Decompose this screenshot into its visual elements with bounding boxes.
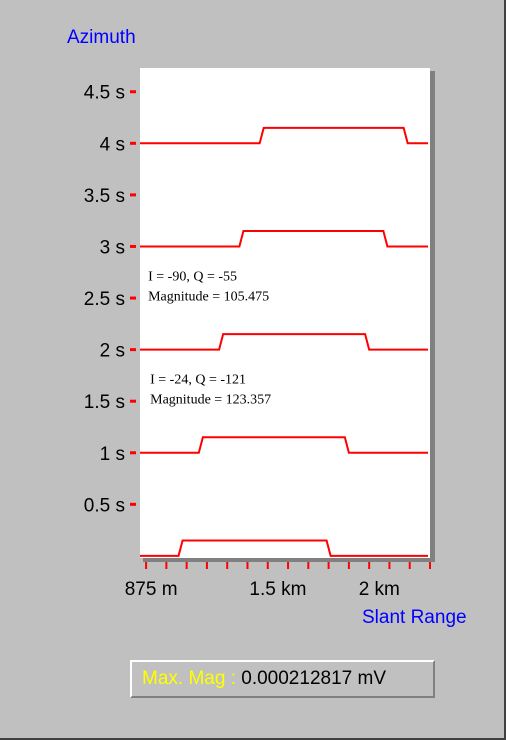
pulse-trace <box>140 229 428 248</box>
pulse-trace <box>140 436 428 454</box>
y-tick-label: 2.5 s <box>84 289 125 310</box>
y-tick-label: 3.5 s <box>84 186 125 207</box>
y-tick-label: 4 s <box>100 134 125 155</box>
annotation-text: Magnitude = 123.357 <box>150 393 271 408</box>
y-tick-label: 1.5 s <box>84 392 125 413</box>
pulse-trace <box>140 539 428 557</box>
y-tick-label: 0.5 s <box>84 495 125 516</box>
x-axis-title: Slant Range <box>362 607 467 628</box>
y-axis-title: Azimuth <box>67 27 136 48</box>
y-tick-label: 4.5 s <box>84 83 125 104</box>
x-tick-label: 2 km <box>359 579 400 600</box>
plot-area <box>140 68 430 558</box>
annotation-text: I = -24, Q = -121 <box>150 373 246 388</box>
pulse-trace <box>140 333 428 351</box>
max-magnitude-value: 0.000212817 mV <box>241 668 386 689</box>
annotation-text: I = -90, Q = -55 <box>148 270 237 285</box>
chart-marks: 0.5 s 1 s 1.5 s 2 s 2.5 s 3 s 3.5 s 4 s 4.5 s 875… <box>84 83 431 600</box>
max-magnitude-readout: Max. Mag : 0.000212817 mV <box>130 660 435 698</box>
pulse-trace <box>140 126 428 145</box>
y-tick-label: 1 s <box>100 444 125 465</box>
x-tick-label: 875 m <box>125 579 178 600</box>
y-tick-label: 2 s <box>100 341 125 362</box>
y-tick-label: 3 s <box>100 237 125 258</box>
annotation-text: Magnitude = 105.475 <box>148 290 269 305</box>
x-tick-label: 1.5 km <box>249 579 306 600</box>
max-magnitude-label: Max. Mag : <box>142 668 236 689</box>
